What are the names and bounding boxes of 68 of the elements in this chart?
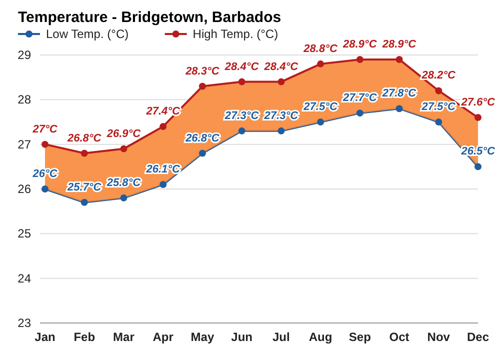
data-label: 27.7°C [342, 92, 378, 104]
x-tick-label: Nov [427, 330, 450, 344]
x-tick-label: May [190, 330, 214, 344]
data-label: 27°C [32, 123, 58, 136]
data-label: 28.9°C [381, 38, 418, 50]
data-label: 28.8°C [302, 42, 338, 55]
point [278, 127, 285, 134]
x-tick-label: Feb [74, 330, 96, 344]
point [120, 194, 128, 202]
data-label: 27.3°C [263, 110, 300, 122]
x-tick-label: Sep [348, 330, 371, 344]
point [396, 56, 403, 63]
x-tick-label: Apr [152, 330, 174, 344]
point [474, 163, 482, 170]
data-label: 26.8°C [184, 132, 220, 144]
point [238, 127, 246, 134]
y-tick-label: 25 [18, 226, 32, 241]
data-label: 27.8°C [381, 88, 418, 100]
x-tick-label: Jul [272, 330, 290, 344]
data-label: 28.3°C [184, 65, 220, 78]
data-label: 26.8°C [66, 132, 102, 144]
y-tick-label: 24 [18, 271, 32, 286]
point [474, 114, 482, 122]
point [42, 186, 48, 192]
x-tick-label: Jun [231, 330, 252, 344]
x-tick-label: Aug [308, 330, 332, 344]
point [435, 87, 442, 94]
x-tick-label: Jan [34, 330, 56, 344]
y-tick-label: 27 [18, 137, 32, 152]
point [160, 181, 167, 188]
y-tick-label: 29 [18, 48, 32, 62]
point [198, 82, 206, 90]
data-label: 25.7°C [66, 181, 102, 194]
data-label: 28.9°C [342, 38, 378, 50]
legend-label: High Temp. (°C) [192, 27, 278, 41]
y-tick-label: 28 [18, 92, 32, 107]
point [120, 145, 128, 152]
point [80, 198, 88, 206]
point [238, 78, 246, 86]
point [198, 150, 206, 157]
point [396, 105, 403, 112]
data-label: 27.5°C [302, 101, 338, 113]
data-label: 28.2°C [420, 70, 457, 82]
data-label: 27.5°C [420, 101, 457, 113]
x-tick-label: Oct [389, 330, 410, 344]
point [160, 122, 167, 130]
x-tick-label: Mar [113, 330, 135, 344]
y-tick-label: 23 [18, 316, 32, 330]
point [435, 118, 442, 126]
x-tick-label: Dec [466, 330, 490, 344]
data-label: 28.4°C [263, 60, 300, 73]
point [80, 150, 88, 157]
chart-title: Temperature - Bridgetown, Barbados [18, 9, 282, 26]
point [317, 60, 324, 68]
data-label: 26°C [32, 168, 58, 180]
point [356, 110, 364, 117]
data-label: 27.3°C [224, 110, 260, 122]
point [356, 56, 364, 63]
point [42, 140, 48, 148]
data-label: 28.4°C [224, 60, 260, 73]
y-tick-label: 26 [18, 182, 32, 196]
legend-label: Low Temp. (°C) [46, 27, 129, 41]
data-label: 26.1°C [145, 164, 182, 176]
point [317, 118, 324, 126]
data-label: 27.6°C [460, 96, 496, 109]
point [278, 78, 285, 86]
data-label: 25.8°C [106, 176, 142, 189]
data-label: 26.9°C [106, 128, 142, 140]
